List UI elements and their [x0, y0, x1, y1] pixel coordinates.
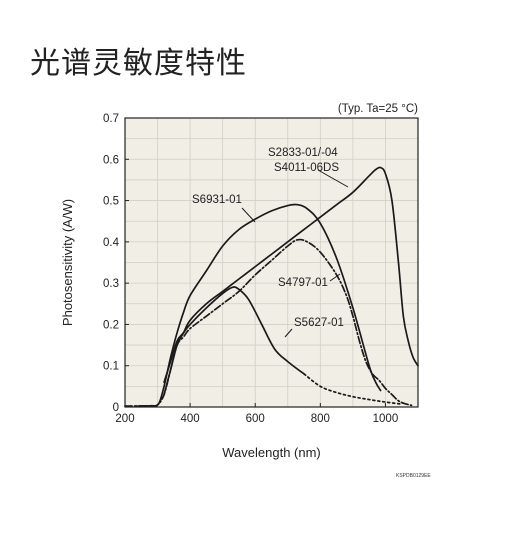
axis-ticks: 200 400 600 800 1000 0 0.1 0.2 0.3 0.4 0.5 0.6 0.7 — [103, 113, 398, 425]
label-leader-line — [329, 273, 341, 282]
y-tick-label: 0.3 — [103, 278, 119, 290]
x-tick-label: 800 — [311, 413, 330, 425]
y-tick-label: 0.4 — [103, 237, 120, 249]
y-axis-title: Photosensitivity (A/W) — [60, 199, 75, 326]
series-label: S4797-01 — [278, 277, 328, 289]
reference-code: KSPDB0129EE — [396, 473, 431, 479]
series-line-s6931-01 — [153, 203, 382, 408]
series-line-s5627-01 — [163, 286, 305, 384]
label-leader-line — [241, 207, 256, 223]
y-tick-label: 0.5 — [103, 196, 119, 208]
series-line-s5627-01-tail — [303, 373, 403, 405]
page-title: 光谱灵敏度特性 — [30, 46, 247, 81]
y-tick-label: 0.1 — [103, 361, 119, 373]
label-leader-line — [284, 328, 293, 338]
grid — [125, 118, 418, 407]
y-tick-label: 0.7 — [103, 113, 119, 125]
x-tick-label: 200 — [115, 413, 134, 425]
label-leader-line — [317, 169, 349, 188]
condition-label: (Typ. Ta=25 °C) — [338, 103, 418, 115]
series-label: S4011-06DS — [274, 162, 339, 174]
series-label: S5627-01 — [294, 317, 344, 329]
y-tick-label: 0.2 — [103, 319, 119, 331]
series-line-s4797-01 — [124, 238, 413, 408]
series-line-s2833-01-04 — [163, 166, 419, 396]
plot-frame — [124, 117, 419, 408]
x-tick-label: 600 — [246, 413, 265, 425]
x-tick-label: 400 — [181, 413, 200, 425]
series-label: S2833-01/-04 — [268, 147, 338, 159]
series-labels: S2833-01/-04 S4011-06DS S6931-01 S4797-01 S5… — [192, 147, 349, 338]
y-tick-label: 0.6 — [103, 154, 119, 166]
y-tick-label: 0 — [113, 402, 119, 414]
x-axis-title: Wavelength (nm) — [222, 445, 321, 460]
series-group — [124, 166, 419, 408]
x-tick-label: 1000 — [373, 413, 399, 425]
series-label: S6931-01 — [192, 194, 242, 206]
